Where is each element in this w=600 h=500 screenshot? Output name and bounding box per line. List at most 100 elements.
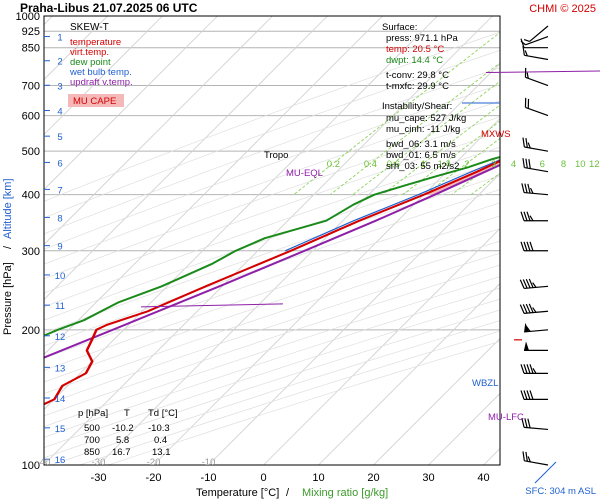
pressure-tick-label: 500 [22, 146, 40, 158]
table-row-td: 13.1 [152, 447, 171, 458]
isotherm-label: -20 [147, 457, 161, 468]
temperature-tick-label: 20 [367, 472, 379, 484]
isotherm-line [44, 16, 493, 465]
wind-barbs [514, 25, 557, 484]
wind-barb [519, 278, 549, 290]
wind-barb [522, 451, 549, 466]
stats-panel: Surface: press: 971.1 hPa temp: 20.5 °C … [382, 22, 466, 172]
pressure-tick-label: 400 [22, 190, 40, 202]
sfc-marker [534, 461, 557, 484]
mixing-ratio-label: 0.4 [364, 159, 377, 170]
isotherm-label: -30 [92, 457, 106, 468]
temperature-tick-label: -20 [146, 472, 162, 484]
tropo-label: Tropo [264, 150, 288, 161]
x-axis-label: Temperature [°C] [196, 487, 279, 499]
mixing-ratio-label: 10 [575, 159, 586, 170]
mu-eql-label: MU-EQL [286, 168, 323, 179]
axes-layer: 1002003004005006007008509251000123456789… [16, 11, 600, 484]
mu-lfc-marker [485, 70, 600, 74]
series-virtual-temperature-line [44, 161, 500, 406]
dry-adiabat [44, 276, 500, 428]
altitude-tick-label: 3 [57, 81, 62, 92]
dry-adiabat [44, 202, 500, 359]
pressure-tick-label: 300 [22, 246, 40, 258]
isotherm-line [44, 16, 163, 136]
wind-barb [522, 158, 549, 173]
series-wetbulb-line [284, 159, 500, 252]
mixing-ratio-label: 3 [491, 159, 496, 170]
table-head-td: Td [°C] [148, 408, 178, 419]
altitude-tick-label: 15 [55, 424, 66, 435]
mixing-ratio-line [402, 120, 500, 196]
mu-cape-value: mu_cape: 527 J/kg [386, 113, 466, 124]
wind-barb [522, 137, 549, 152]
mixing-ratio-label: 6 [540, 159, 545, 170]
dry-adiabat [44, 175, 500, 334]
pressure-tick-label: 200 [22, 325, 40, 337]
isotherm-line [44, 16, 438, 411]
series-updraft-line [44, 163, 500, 359]
pressure-tick-label: 700 [22, 81, 40, 93]
surface-dwpt: dwpt: 14.4 °C [386, 55, 443, 66]
surface-temp: temp: 20.5 °C [386, 44, 444, 55]
dry-adiabat [44, 31, 500, 202]
mxws-label: MXWS [481, 129, 511, 140]
isotherm-label: -40 [37, 457, 51, 468]
mixing-ratio-label: 2 [464, 159, 469, 170]
isotherm-label: -10 [202, 457, 216, 468]
wind-barb [524, 67, 549, 87]
temperature-tick-label: -10 [201, 472, 217, 484]
dry-adiabat [44, 67, 500, 235]
y-axis-separator: / [2, 245, 14, 249]
surface-press: press: 971.1 hPa [386, 33, 459, 44]
table-row-p: 700 [84, 435, 100, 446]
temperature-tick-label: 30 [422, 472, 434, 484]
y-axis-label-2: Altitude [km] [2, 178, 14, 239]
instability-heading: Instability/Shear: [382, 101, 452, 112]
isotherm-line [44, 16, 383, 356]
copyright: CHMI © 2025 [529, 3, 596, 15]
pressure-tick-label: 600 [22, 111, 40, 123]
legend-mu-cape: MU CAPE [73, 96, 116, 107]
mixing-ratio-label: 4 [511, 159, 516, 170]
dry-adiabat [44, 264, 500, 417]
altitude-tick-label: 9 [57, 242, 62, 253]
table-row-p: 850 [84, 447, 100, 458]
altitude-tick-label: 14 [55, 394, 66, 405]
mu-lfc-label: MU-LFC [488, 412, 524, 423]
wind-barb [520, 241, 548, 252]
sfc-label: SFC: 304 m ASL [525, 486, 596, 497]
table-head-t: T [124, 408, 130, 419]
altitude-tick-label: 7 [57, 185, 62, 196]
wind-barb [523, 25, 549, 42]
altitude-tick-label: 13 [55, 363, 66, 374]
chart-title: Praha-Libus 21.07.2025 06 UTC [20, 1, 198, 15]
table-row-t: 5.8 [116, 435, 129, 446]
table-row-p: 500 [84, 423, 100, 434]
dry-adiabat [44, 161, 500, 321]
temperature-tick-label: 40 [477, 472, 489, 484]
dry-adiabat [44, 252, 500, 406]
legend-dew-point: dew point [70, 57, 111, 68]
srh-03-value: srh_03: 55 m2/s2 [386, 161, 459, 172]
altitude-tick-label: 2 [57, 57, 62, 68]
dry-adiabat [44, 116, 500, 280]
dry-adiabat [44, 131, 500, 294]
mixing-ratio-label: 8 [561, 159, 566, 170]
altitude-tick-label: 6 [57, 158, 62, 169]
bwd-06-value: bwd_06: 3.1 m/s [386, 139, 456, 150]
legend-updraft: updraft v.temp. [70, 77, 133, 88]
profile-lines [44, 155, 500, 406]
dry-adiabat [44, 228, 500, 383]
wind-barb [519, 303, 549, 314]
altitude-tick-label: 11 [55, 301, 65, 312]
series-dewpoint-line [44, 155, 500, 337]
dry-adiabat [44, 100, 500, 265]
dry-adiabat [44, 189, 500, 347]
table-row-td: 0.4 [154, 435, 167, 446]
isotherm-line [373, 337, 500, 465]
pressure-tick-label: 925 [22, 26, 40, 38]
dry-adiabat [44, 240, 500, 394]
isotherm-line [44, 16, 273, 246]
isotherm-line [318, 282, 500, 465]
